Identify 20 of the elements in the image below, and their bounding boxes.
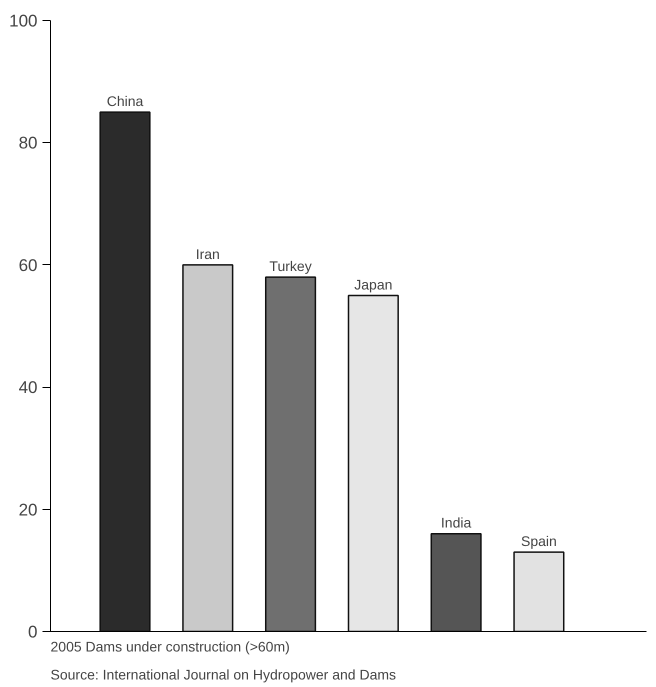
text: 2005 Dams under construction (>60m): [50, 638, 290, 654]
bar: [182, 264, 234, 632]
y-tick-label: 0: [28, 622, 38, 642]
bar: [264, 276, 316, 632]
bar: [99, 111, 151, 632]
y-tick-label: 60: [18, 256, 38, 275]
source-note: Source: International Journal on Hydropower and Dams: [50, 666, 396, 682]
x-tick-label: India: [440, 514, 472, 531]
y-tick-label: 40: [18, 378, 38, 398]
x-tick-label: China: [106, 93, 144, 110]
x-tick-label: Japan: [354, 276, 392, 292]
x-tick-label: Turkey: [269, 258, 312, 274]
y-tick-label: 20: [18, 500, 38, 520]
y-tick-label: 80: [18, 134, 38, 153]
bar: [430, 532, 482, 632]
y-tick-label: 100: [9, 12, 38, 30]
bar: [513, 551, 564, 632]
x-tick-label: Spain: [520, 533, 557, 550]
bar: [348, 294, 399, 632]
x-tick-label: Iran: [196, 246, 220, 262]
